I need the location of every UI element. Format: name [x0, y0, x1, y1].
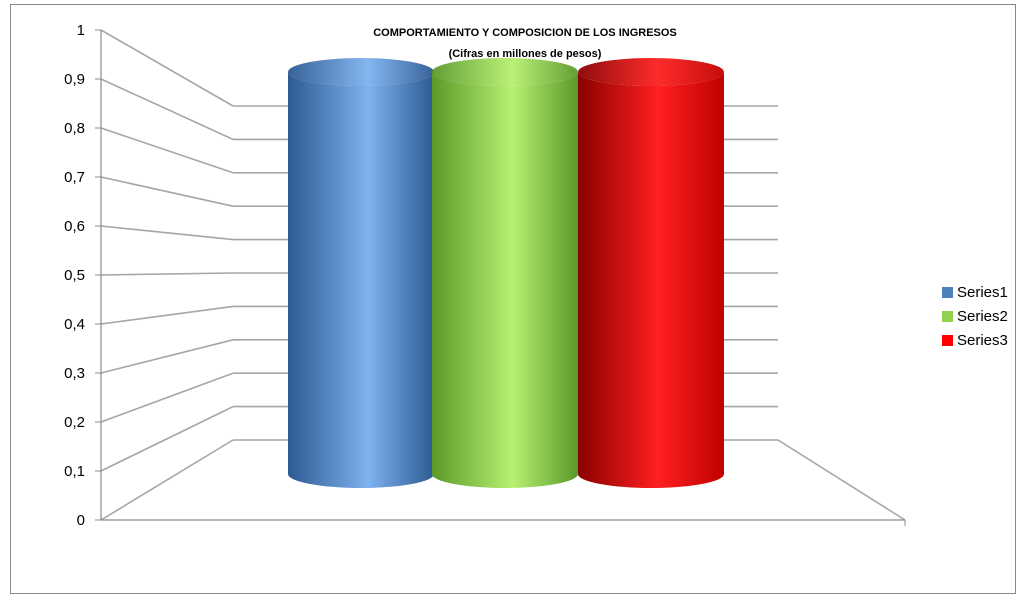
legend-swatch	[942, 335, 953, 346]
y-tick-label: 1	[77, 22, 85, 39]
chart-subtitle: (Cifras en millones de pesos)	[449, 48, 602, 60]
y-tick-label: 0,9	[64, 71, 85, 88]
y-tick-labels: 0 0,1 0,2 0,3 0,4 0,5 0,6 0,7 0,8 0,9 1	[64, 22, 85, 529]
side-gridline	[100, 272, 234, 276]
y-tick-label: 0,6	[64, 218, 85, 235]
side-gridline	[100, 127, 234, 174]
legend: Series1 Series2 Series3	[942, 284, 1008, 349]
cylinder-body	[288, 72, 434, 488]
y-tick-label: 0,1	[64, 463, 85, 480]
y-tick-label: 0	[77, 512, 85, 529]
floor-edge	[777, 439, 906, 521]
cylinder-body	[432, 72, 578, 488]
y-tick-label: 0,8	[64, 120, 85, 137]
cylinder-top	[578, 58, 724, 86]
legend-item-series1: Series1	[942, 284, 1008, 301]
cylinder-top	[288, 58, 434, 86]
side-gridline	[100, 339, 234, 374]
side-gridline	[100, 78, 234, 141]
legend-swatch	[942, 287, 953, 298]
bar-series3	[578, 58, 724, 488]
legend-label: Series3	[957, 332, 1008, 349]
legend-swatch	[942, 311, 953, 322]
side-gridline	[100, 305, 234, 325]
side-gridline	[100, 225, 234, 241]
axes	[95, 29, 906, 526]
cylinder-top	[432, 58, 578, 86]
legend-item-series3: Series3	[942, 332, 1008, 349]
side-gridline	[100, 372, 234, 423]
legend-label: Series2	[957, 308, 1008, 325]
side-gridline	[100, 439, 234, 521]
legend-item-series2: Series2	[942, 308, 1008, 325]
chart-title: COMPORTAMIENTO Y COMPOSICION DE LOS INGR…	[373, 27, 677, 39]
side-gridline	[100, 176, 234, 207]
y-tick-label: 0,7	[64, 169, 85, 186]
y-tick-label: 0,4	[64, 316, 85, 333]
bar-series2	[432, 58, 578, 488]
bar-series1	[288, 58, 434, 488]
bars	[288, 58, 724, 488]
y-tick-label: 0,5	[64, 267, 85, 284]
side-gridline	[100, 405, 234, 472]
side-gridline	[100, 29, 234, 107]
cylinder-body	[578, 72, 724, 488]
legend-label: Series1	[957, 284, 1008, 301]
y-tick-label: 0,3	[64, 365, 85, 382]
y-tick-label: 0,2	[64, 414, 85, 431]
